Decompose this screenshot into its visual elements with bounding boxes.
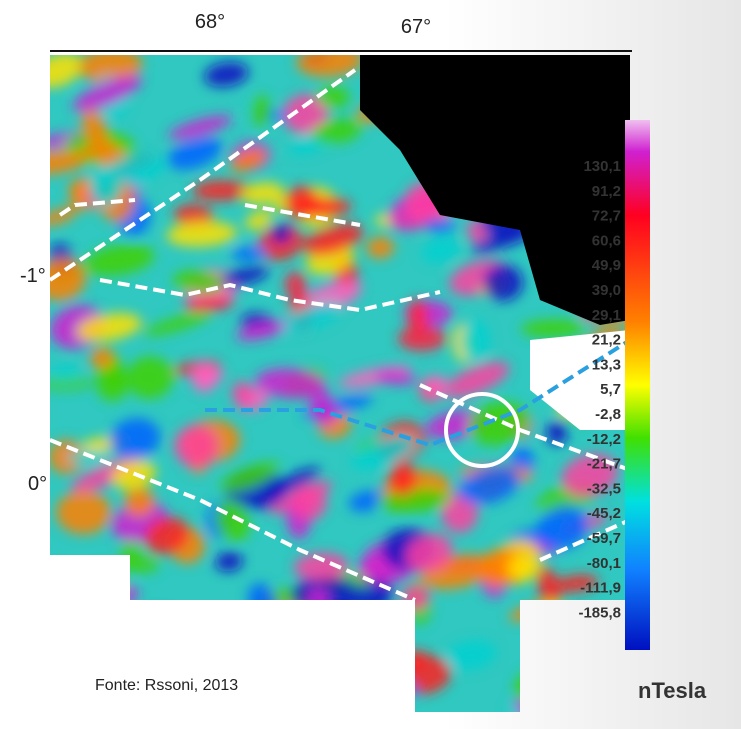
colorbar-label: 72,7 [592,208,621,225]
colorbar-label: 13,3 [592,356,621,373]
lon-label: 67° [401,16,431,38]
colorbar-label: 21,2 [592,332,621,349]
lon-label: 68° [195,11,225,33]
lat-label: -1° [20,265,46,287]
colorbar-label: -2,8 [595,406,621,423]
colorbar-label: -59,7 [587,530,621,547]
figure: 130,1 91,2 72,7 60,6 49,9 39,0 29,1 21,2 13,3 5,7… [0,0,741,729]
legend-unit: nTesla [638,678,707,703]
colorbar-label: -45,2 [587,505,621,522]
colorbar [625,120,650,650]
page: {"map": { "lon_labels": ["68°", "67°"], … [0,0,741,729]
colorbar-label: 49,9 [592,257,621,274]
colorbar-label: -32,5 [587,480,621,497]
colorbar-label: 5,7 [600,381,621,398]
lat-label: 0° [28,473,47,495]
colorbar-label: 29,1 [592,307,621,324]
anomaly [389,461,416,495]
source-note: Fonte: Rssoni, 2013 [95,677,238,694]
anomaly [56,491,111,535]
anomaly [424,218,455,233]
colorbar-label: -185,8 [578,604,621,621]
colorbar-label: 60,6 [592,232,621,249]
colorbar-label: -80,1 [587,555,621,572]
colorbar-label: 39,0 [592,282,621,299]
colorbar-label: 130,1 [583,158,621,175]
colorbar-label: -12,2 [587,431,621,448]
colorbar-label: 91,2 [592,183,621,200]
colorbar-label: -21,7 [587,456,621,473]
colorbar-label: -111,9 [580,580,621,597]
